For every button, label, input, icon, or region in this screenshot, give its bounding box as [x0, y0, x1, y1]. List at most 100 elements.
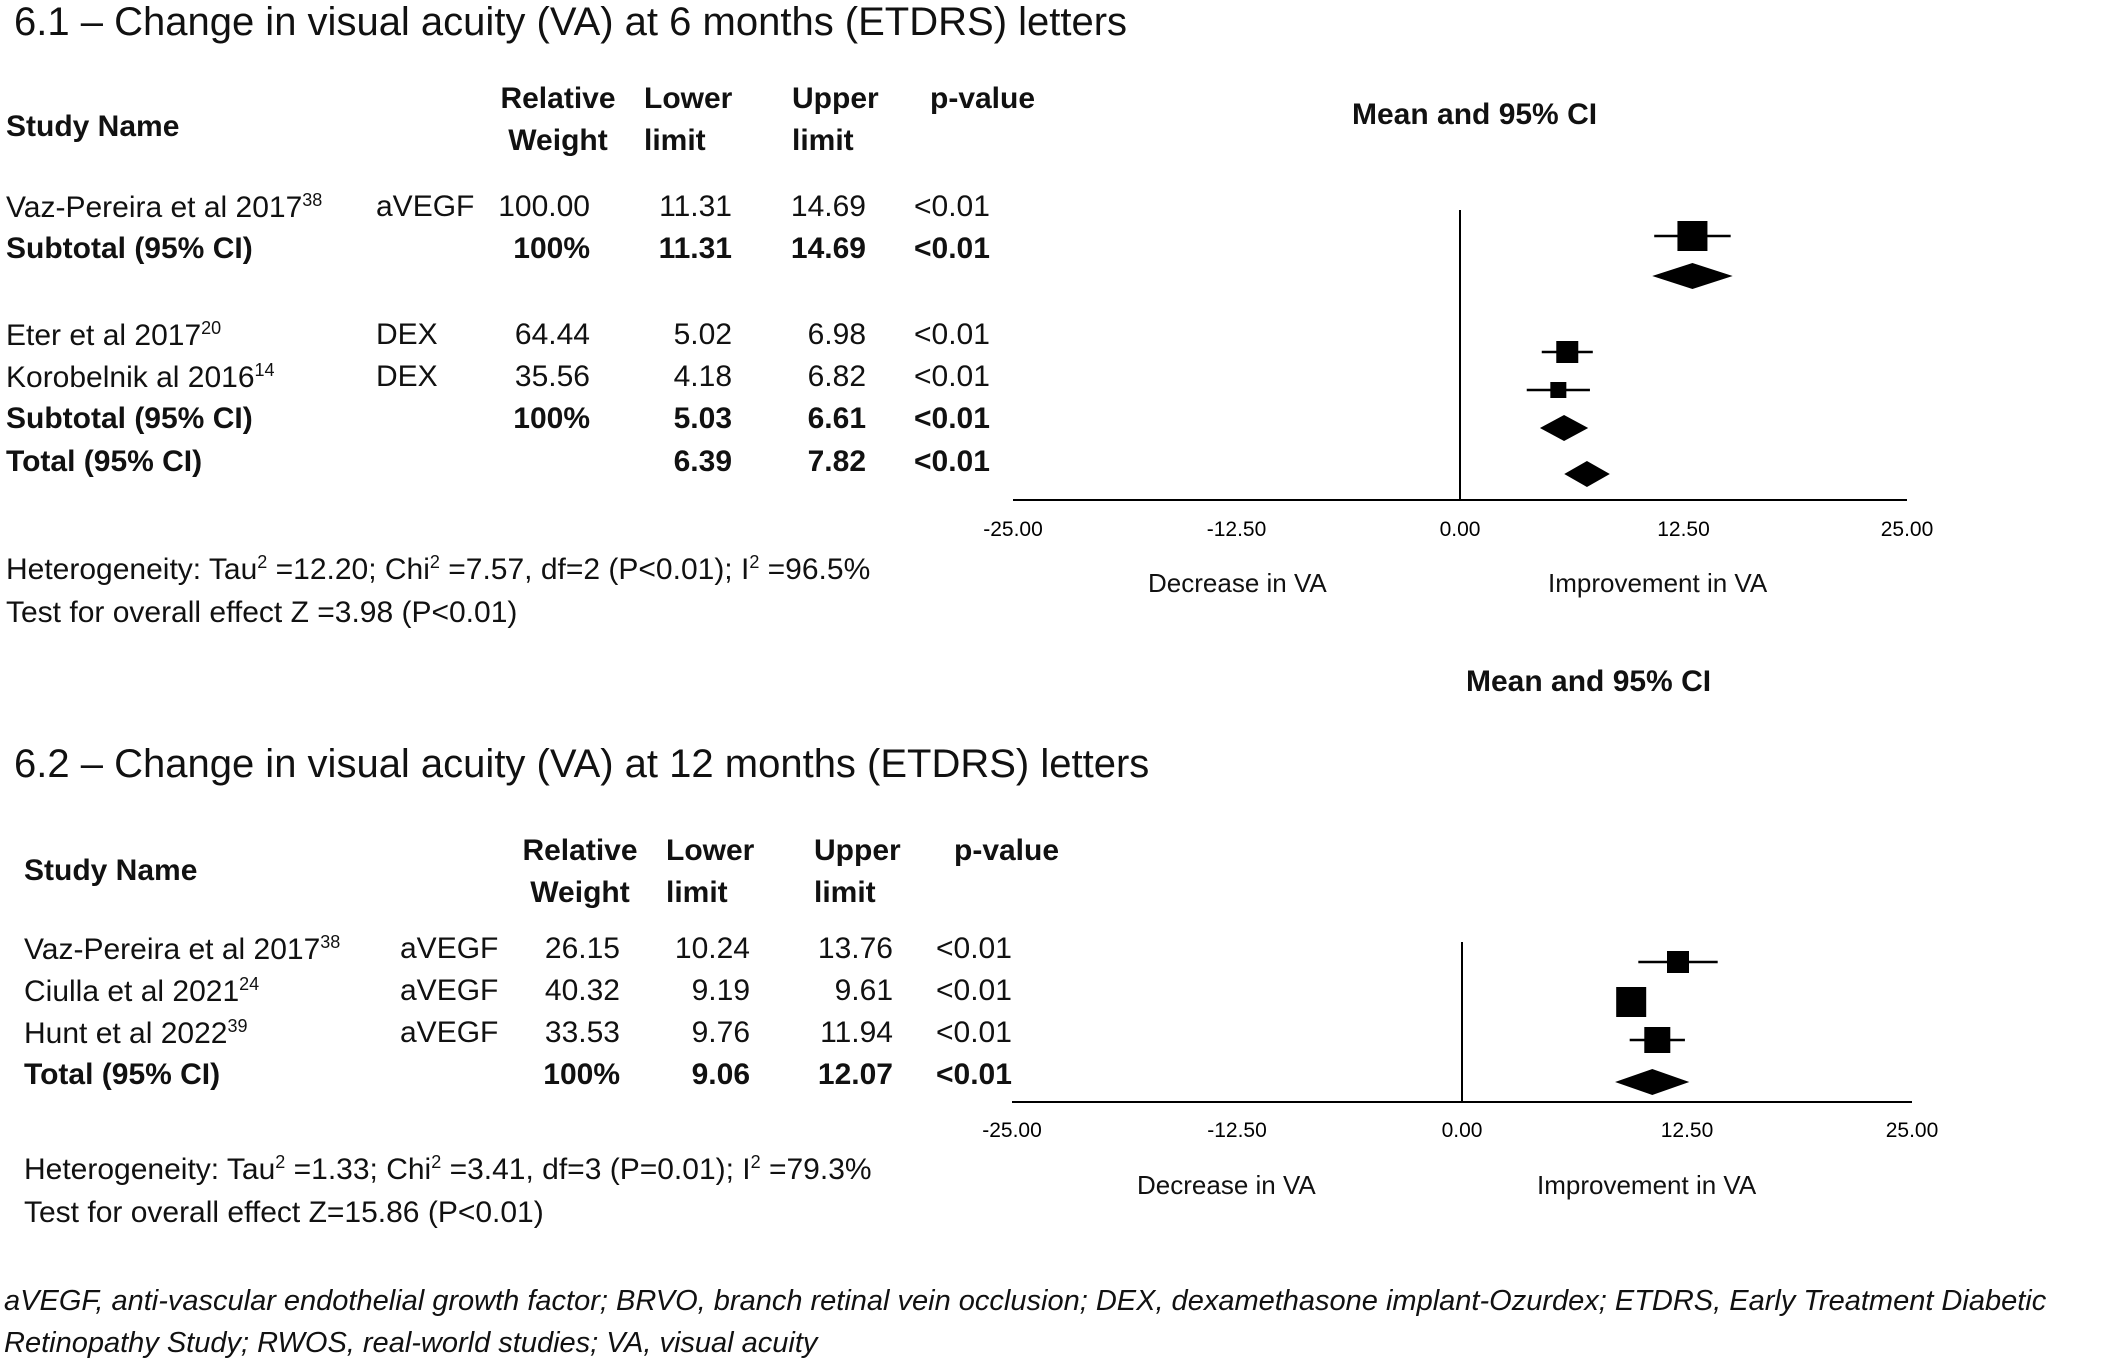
decrease-label: Decrease in VA	[1137, 1170, 1316, 1200]
column-header-weight: Relative Weight	[522, 834, 638, 909]
treatment-group: DEX	[376, 360, 438, 393]
p-value: <0.01	[936, 974, 1012, 1007]
lower-limit: 4.18	[673, 360, 732, 393]
study-name: Eter et al 201720	[6, 318, 222, 352]
study-estimate-square	[1556, 341, 1579, 363]
relative-weight: 100%	[543, 1058, 620, 1091]
column-header-upper: Upper limit	[814, 834, 901, 909]
upper-limit: 13.76	[817, 932, 893, 965]
overall-effect-text: Test for overall effect Z=15.86 (P<0.01)	[24, 1196, 544, 1229]
treatment-group: aVEGF	[400, 1016, 499, 1049]
treatment-group: aVEGF	[400, 932, 499, 965]
column-header-study: Study Name	[6, 110, 180, 143]
improvement-label: Improvement in VA	[1548, 568, 1768, 598]
tick-label: 12.50	[1661, 1119, 1714, 1142]
pooled-estimate-diamond	[1564, 461, 1610, 487]
p-value: <0.01	[936, 1058, 1012, 1091]
study-name: Total (95% CI)	[6, 445, 203, 478]
relative-weight: 33.53	[544, 1016, 620, 1049]
lower-limit: 6.39	[673, 445, 732, 478]
footnote: aVEGF, anti-vascular endothelial growth …	[4, 1285, 2047, 1359]
pooled-estimate-diamond	[1615, 1069, 1690, 1095]
study-estimate-square	[1677, 221, 1708, 251]
improvement-label: Improvement in VA	[1537, 1170, 1757, 1200]
treatment-group: aVEGF	[400, 974, 499, 1007]
overall-effect-text: Test for overall effect Z =3.98 (P<0.01)	[6, 596, 518, 629]
relative-weight: 100%	[513, 232, 590, 265]
study-estimate-square	[1667, 951, 1689, 973]
treatment-group: aVEGF	[376, 190, 475, 223]
heterogeneity-text: Heterogeneity: Tau2 =1.33; Chi2 =3.41, d…	[24, 1152, 872, 1186]
tick-label: 0.00	[1442, 1119, 1483, 1142]
study-estimate-square	[1644, 1027, 1671, 1053]
tick-label: 12.50	[1657, 518, 1710, 541]
tick-label: -25.00	[983, 518, 1043, 541]
relative-weight: 35.56	[514, 360, 590, 393]
p-value: <0.01	[914, 360, 990, 393]
relative-weight: 100%	[513, 402, 590, 435]
plot-title: Mean and 95% CI	[1466, 665, 1712, 698]
column-header-p-value: p-value	[930, 82, 1036, 115]
relative-weight: 64.44	[514, 318, 590, 351]
p-value: <0.01	[936, 932, 1012, 965]
column-header-lower: Lower limit	[666, 834, 755, 909]
upper-limit: 12.07	[817, 1058, 893, 1091]
tick-label: 0.00	[1440, 518, 1481, 541]
p-value: <0.01	[914, 402, 990, 435]
column-header-lower: Lower limit	[644, 82, 733, 157]
p-value: <0.01	[936, 1016, 1012, 1049]
tick-label: 25.00	[1881, 518, 1934, 541]
tick-label: -12.50	[1207, 518, 1267, 541]
study-name: Hunt et al 202239	[24, 1016, 248, 1050]
study-name: Vaz-Pereira et al 201738	[24, 932, 341, 966]
lower-limit: 9.76	[691, 1016, 750, 1049]
decrease-label: Decrease in VA	[1148, 568, 1327, 598]
panel-title: 6.1 – Change in visual acuity (VA) at 6 …	[14, 0, 1128, 44]
column-header-p-value: p-value	[954, 834, 1060, 867]
study-name: Total (95% CI)	[24, 1058, 221, 1091]
lower-limit: 9.06	[691, 1058, 750, 1091]
tick-label: -25.00	[982, 1119, 1042, 1142]
tick-label: -12.50	[1207, 1119, 1267, 1142]
lower-limit: 9.19	[691, 974, 750, 1007]
upper-limit: 6.82	[807, 360, 866, 393]
lower-limit: 5.02	[673, 318, 732, 351]
p-value: <0.01	[914, 445, 990, 478]
pooled-estimate-diamond	[1539, 415, 1589, 441]
study-name: Ciulla et al 202124	[24, 974, 260, 1008]
study-estimate-square	[1616, 987, 1647, 1017]
study-name: Vaz-Pereira et al 201738	[6, 190, 323, 224]
p-value: <0.01	[914, 190, 990, 223]
panel-title: 6.2 – Change in visual acuity (VA) at 12…	[14, 742, 1150, 786]
upper-limit: 7.82	[807, 445, 866, 478]
lower-limit: 5.03	[673, 402, 732, 435]
upper-limit: 9.61	[834, 974, 893, 1007]
p-value: <0.01	[914, 318, 990, 351]
relative-weight: 40.32	[544, 974, 620, 1007]
lower-limit: 11.31	[659, 190, 732, 223]
tick-label: 25.00	[1886, 1119, 1939, 1142]
upper-limit: 6.98	[807, 318, 866, 351]
upper-limit: 14.69	[790, 232, 866, 265]
study-estimate-square	[1550, 382, 1567, 398]
treatment-group: DEX	[376, 318, 438, 351]
column-header-study: Study Name	[24, 854, 198, 887]
relative-weight: 26.15	[544, 932, 620, 965]
pooled-estimate-diamond	[1652, 263, 1733, 289]
plot-title: Mean and 95% CI	[1352, 98, 1598, 131]
relative-weight: 100.00	[498, 190, 590, 223]
lower-limit: 10.24	[674, 932, 750, 965]
upper-limit: 6.61	[807, 402, 866, 435]
study-name: Subtotal (95% CI)	[6, 402, 253, 435]
study-name: Subtotal (95% CI)	[6, 232, 253, 265]
heterogeneity-text: Heterogeneity: Tau2 =12.20; Chi2 =7.57, …	[6, 552, 871, 586]
upper-limit: 11.94	[820, 1016, 893, 1049]
lower-limit: 11.31	[658, 232, 732, 265]
upper-limit: 14.69	[790, 190, 866, 223]
study-name: Korobelnik al 201614	[6, 360, 275, 394]
column-header-weight: Relative Weight	[500, 82, 616, 157]
p-value: <0.01	[914, 232, 990, 265]
column-header-upper: Upper limit	[792, 82, 879, 157]
